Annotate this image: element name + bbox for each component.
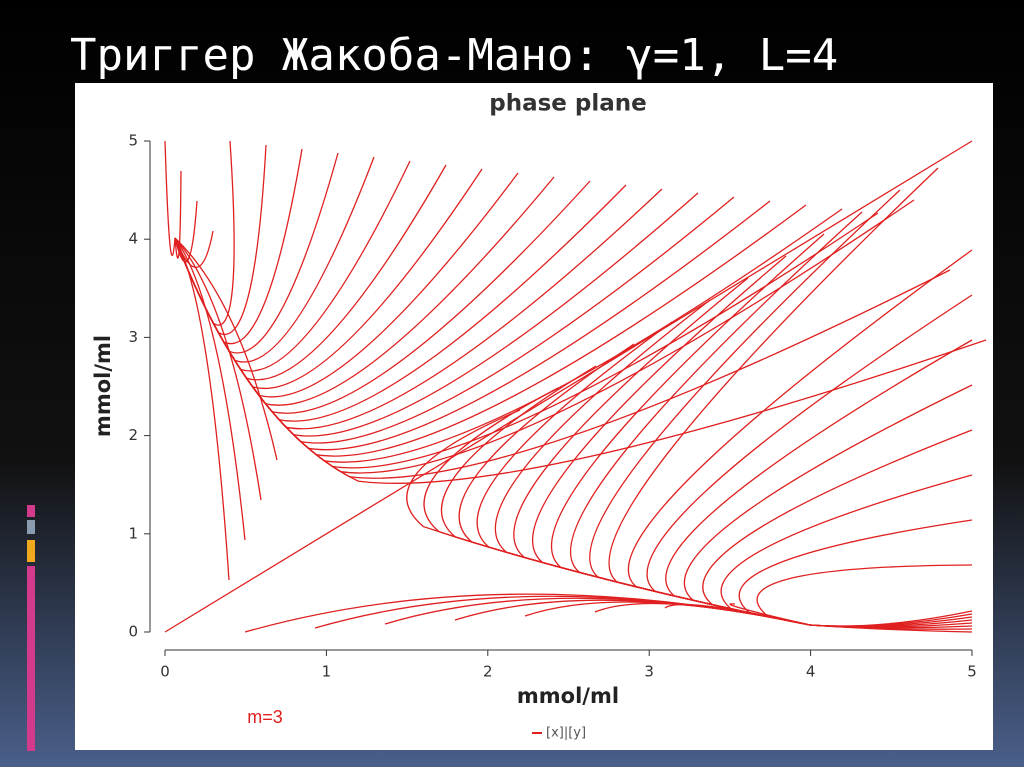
x-tick-label: 3 — [644, 663, 654, 681]
x-tick-label: 1 — [322, 663, 332, 681]
legend-label: [x]|[y] — [546, 726, 586, 741]
y-tick-label: 5 — [128, 132, 138, 150]
trajectory — [756, 564, 973, 626]
trajectory — [164, 140, 176, 257]
y-tick-label: 3 — [128, 328, 138, 346]
chart-title: phase plane — [489, 91, 647, 117]
decor — [27, 520, 35, 534]
trajectory — [174, 237, 278, 461]
trajectory — [174, 237, 262, 501]
trajectory — [179, 249, 987, 484]
x-tick-label: 0 — [160, 663, 170, 681]
decor — [27, 540, 35, 562]
annotation: m=3 — [247, 707, 283, 727]
trajectory — [164, 140, 973, 633]
x-tick-label: 5 — [967, 663, 977, 681]
decor — [27, 566, 35, 751]
y-tick-label: 4 — [128, 230, 138, 248]
trajectory — [683, 384, 973, 623]
y-tick-label: 2 — [128, 426, 138, 444]
trajectories — [164, 140, 987, 633]
decor — [27, 505, 35, 517]
slide-title: Триггер Жакоба-Мано: γ=1, L=4 — [70, 30, 838, 81]
trajectory — [809, 610, 973, 627]
x-tick-label: 2 — [483, 663, 493, 681]
y-tick-label: 0 — [128, 623, 138, 641]
trajectory — [174, 237, 246, 541]
trajectory — [174, 237, 230, 581]
y-tick-label: 1 — [128, 524, 138, 542]
x-axis-label: mmol/ml — [517, 684, 619, 708]
trajectory — [720, 474, 973, 623]
trajectory — [729, 603, 811, 626]
x-tick-label: 4 — [806, 663, 816, 681]
y-axis-label: mmol/ml — [91, 335, 115, 437]
trajectory — [702, 429, 973, 623]
